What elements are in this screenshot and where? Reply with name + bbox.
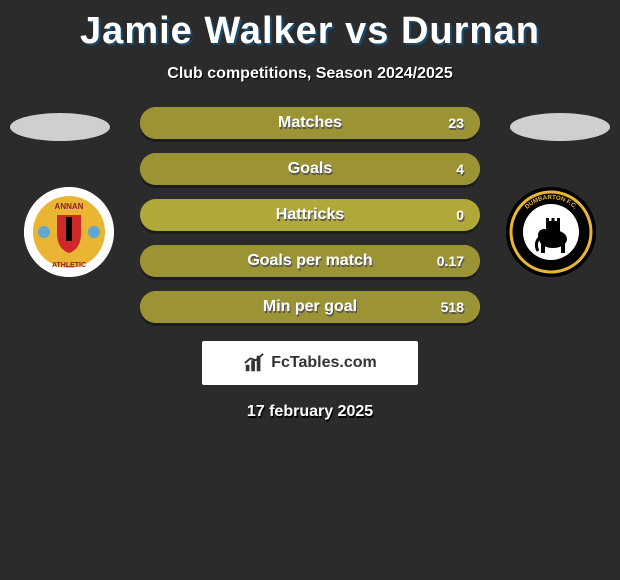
svg-text:ANNAN: ANNAN — [55, 202, 84, 211]
stat-value: 0.17 — [437, 253, 464, 269]
stat-bar: Min per goal 518 — [140, 291, 480, 323]
date-text: 17 february 2025 — [0, 403, 620, 421]
page-title: Jamie Walker vs Durnan — [0, 0, 620, 53]
elephant-castle-icon: DUMBARTON F.C. — [506, 187, 596, 277]
bar-chart-icon — [243, 352, 265, 374]
stat-bar: Hattricks 0 — [140, 199, 480, 231]
shield-icon: ANNAN ATHLETIC — [24, 187, 114, 277]
stat-label: Matches — [278, 114, 342, 132]
stat-value: 518 — [441, 299, 464, 315]
stat-label: Goals — [288, 160, 332, 178]
svg-text:ATHLETIC: ATHLETIC — [52, 262, 86, 269]
comparison-stage: ANNAN ATHLETIC DUMBARTON F.C. Matche — [0, 107, 620, 421]
stat-label: Hattricks — [276, 206, 344, 224]
brand-text: FcTables.com — [271, 354, 377, 372]
stat-bar: Goals 4 — [140, 153, 480, 185]
stat-bar: Goals per match 0.17 — [140, 245, 480, 277]
stat-bars: Matches 23 Goals 4 Hattricks 0 Goals per… — [140, 107, 480, 323]
brand-logo[interactable]: FcTables.com — [202, 341, 418, 385]
stat-bar: Matches 23 — [140, 107, 480, 139]
stat-label: Goals per match — [247, 252, 372, 270]
club-crest-left: ANNAN ATHLETIC — [24, 187, 114, 277]
stat-value: 23 — [448, 115, 464, 131]
subtitle: Club competitions, Season 2024/2025 — [0, 65, 620, 83]
player-oval-right — [510, 113, 610, 141]
stat-value: 0 — [456, 207, 464, 223]
stat-value: 4 — [456, 161, 464, 177]
club-crest-right: DUMBARTON F.C. — [506, 187, 596, 277]
player-oval-left — [10, 113, 110, 141]
stat-label: Min per goal — [263, 298, 357, 316]
